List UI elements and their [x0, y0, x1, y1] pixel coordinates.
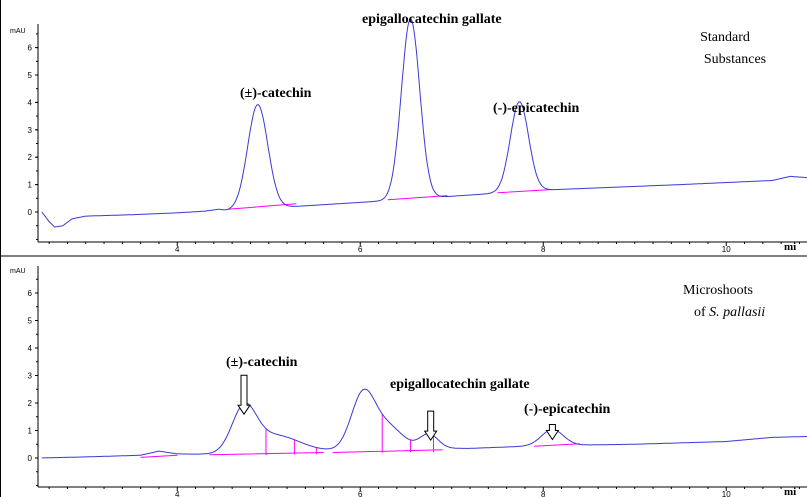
panel-title-line-2: of S. pallasii: [694, 305, 765, 320]
integration-baselines-bottom: [141, 444, 580, 458]
x-tick-label: 10: [722, 245, 731, 254]
peak-arrow: [238, 375, 250, 414]
integration-baselines-top: [228, 190, 553, 210]
y-tick-label: 3: [28, 126, 33, 135]
chromatogram-trace-standards: [42, 19, 807, 227]
y-tick-label: 0: [28, 454, 33, 463]
panel-title-species: S. pallasii: [709, 305, 765, 320]
chromatogram-trace-microshoots: [42, 389, 807, 458]
panel-title-of: of: [694, 305, 709, 320]
peak-label-epicatechin: (-)-epicatechin: [493, 101, 580, 116]
panel-title-line-2: Substances: [704, 52, 766, 67]
panel-title-line-1: Standard: [700, 30, 750, 45]
y-axis-unit-bottom: mAU: [10, 268, 26, 275]
y-axis-unit-top: mAU: [10, 28, 26, 35]
peak-label-egcg: epigallocatechin gallate: [390, 377, 530, 392]
y-tick-label: 0: [28, 208, 33, 217]
x-tick-label: 8: [541, 245, 546, 254]
y-tick-label: 6: [28, 289, 33, 298]
x-axis-unit-bottom: mi: [784, 486, 796, 497]
peak-label-catechin: (±)-catechin: [226, 355, 298, 370]
y-tick-label: 2: [28, 399, 33, 408]
x-tick-label: 8: [541, 490, 546, 497]
y-tick-label: 1: [28, 427, 33, 436]
y-tick-label: 4: [28, 344, 33, 353]
x-tick-label: 6: [358, 490, 363, 497]
axis-ticks-top: 0 1 2 3 4 5 6 4 6 8 10: [28, 34, 807, 254]
peak-label-epicatechin: (-)-epicatechin: [524, 402, 611, 417]
y-tick-label: 2: [28, 153, 33, 162]
y-tick-label: 6: [28, 44, 33, 53]
peak-label-catechin: (±)-catechin: [240, 86, 312, 101]
y-tick-label: 1: [28, 181, 33, 190]
panel-title-line-1: Microshoots: [683, 283, 753, 298]
panel-microshoots: mAU 0 1 2 3 4 5 6 4 6 8 10 mi Microshoots of S. pa…: [10, 266, 807, 497]
y-tick-label: 3: [28, 372, 33, 381]
x-tick-label: 4: [175, 490, 180, 497]
peak-label-egcg: epigallocatechin gallate: [362, 12, 502, 27]
x-tick-label: 4: [175, 245, 180, 254]
y-tick-label: 5: [28, 71, 33, 80]
y-tick-label: 4: [28, 98, 33, 107]
x-tick-label: 10: [722, 490, 731, 497]
peak-arrow: [546, 425, 558, 440]
y-tick-label: 5: [28, 317, 33, 326]
x-axis-unit-top: mi: [784, 241, 796, 253]
x-tick-label: 6: [358, 245, 363, 254]
peak-arrow: [425, 411, 437, 440]
